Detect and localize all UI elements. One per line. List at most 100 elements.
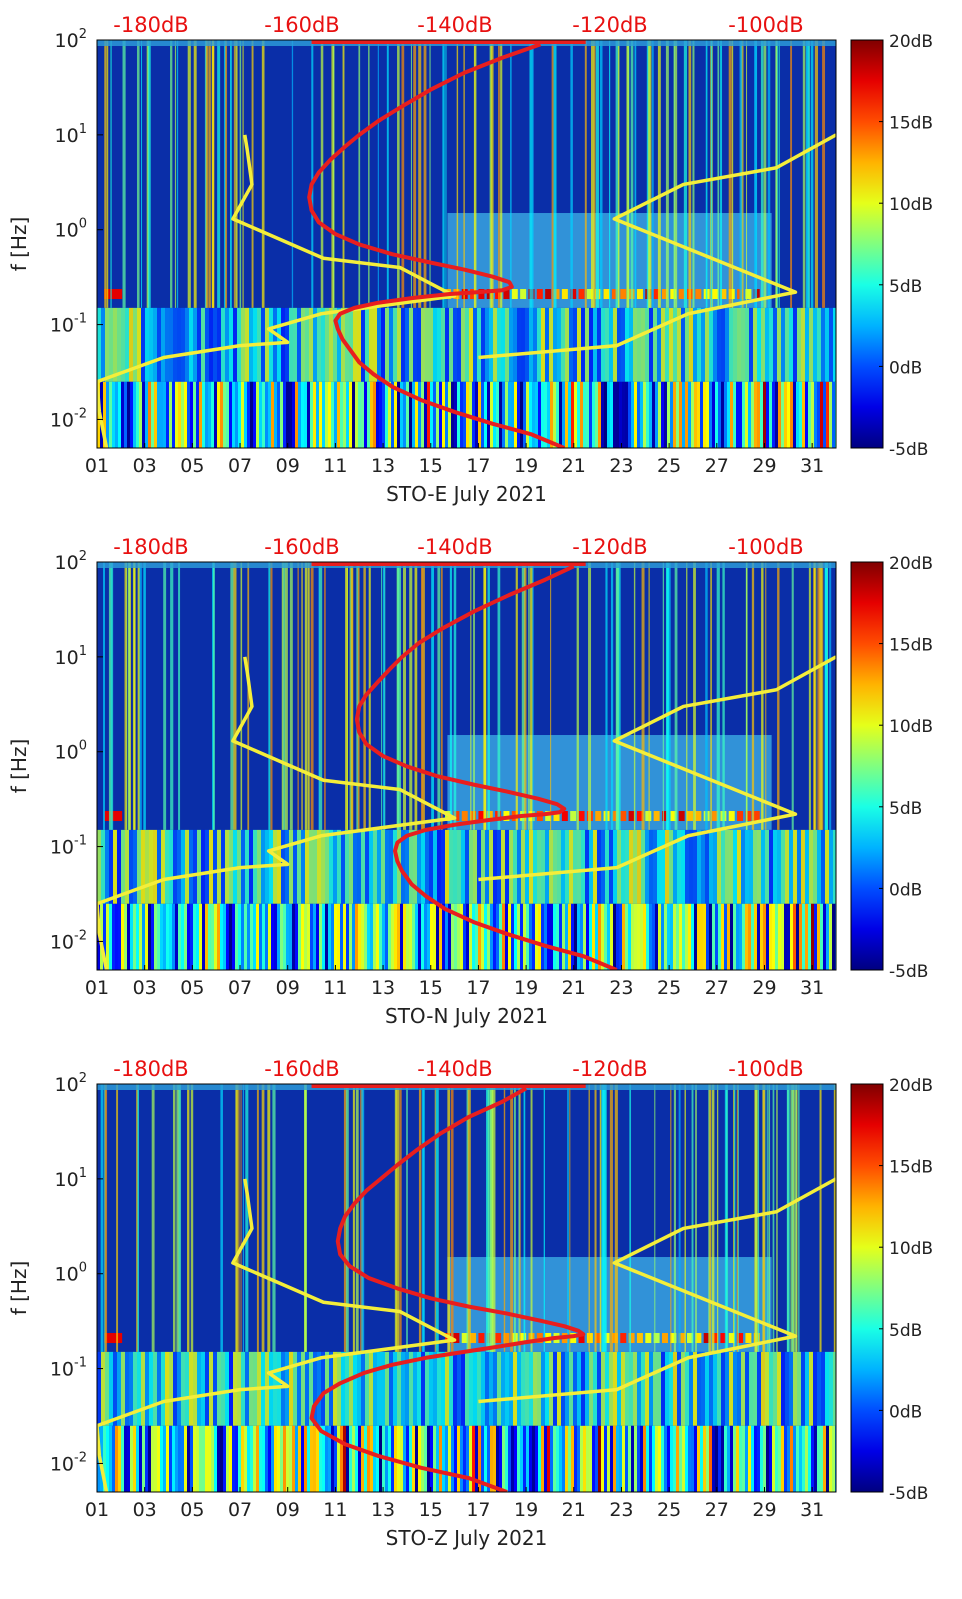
mid-band-cell: [565, 307, 569, 382]
low-band-cell: [601, 381, 604, 448]
microseism-peak-cell: [687, 811, 694, 822]
mid-band-cell: [433, 1351, 437, 1426]
microseism-peak-cell: [478, 811, 485, 822]
mid-band-cell: [469, 307, 473, 382]
streak: [103, 562, 106, 830]
low-band-cell: [307, 903, 310, 970]
mid-band-cell: [625, 1351, 629, 1426]
low-band-cell: [283, 903, 286, 970]
low-band-cell: [436, 1425, 439, 1492]
mid-band-cell: [665, 1351, 669, 1426]
low-band-cell: [235, 903, 238, 970]
mid-band-cell: [465, 829, 469, 904]
mid-band-cell: [197, 829, 201, 904]
mid-band-cell: [301, 307, 305, 382]
low-band-cell: [709, 903, 712, 970]
mid-band-cell: [553, 307, 557, 382]
streak: [356, 562, 359, 830]
mid-band-cell: [689, 1351, 693, 1426]
mid-band-cell: [297, 829, 301, 904]
mid-band-cell: [349, 307, 353, 382]
mid-band-cell: [577, 829, 581, 904]
low-band-cell: [763, 903, 766, 970]
colorbar-label: 0dB: [889, 1402, 922, 1422]
mid-band-cell: [181, 829, 185, 904]
low-band-cell: [505, 1425, 508, 1492]
low-band-cell: [295, 903, 298, 970]
low-band-cell: [583, 1425, 586, 1492]
low-band-cell: [199, 1425, 202, 1492]
mid-band-cell: [793, 1351, 797, 1426]
low-band-cell: [667, 381, 670, 448]
low-band-cell: [211, 1425, 214, 1492]
mid-band-cell: [177, 1351, 181, 1426]
mid-band-cell: [361, 1351, 365, 1426]
x-tick-label: 31: [800, 455, 824, 477]
mid-band-cell: [633, 829, 637, 904]
low-band-cell: [460, 1425, 463, 1492]
low-band-cell: [430, 1425, 433, 1492]
low-band-cell: [772, 1425, 775, 1492]
low-band-cell: [745, 381, 748, 448]
microseism-peak-cell: [687, 1333, 694, 1344]
streak: [383, 562, 386, 830]
mid-band-cell: [153, 307, 157, 382]
low-band-cell: [442, 381, 445, 448]
streak: [678, 1084, 681, 1352]
streak: [550, 562, 552, 830]
low-band-cell: [103, 1425, 106, 1492]
mid-band-cell: [477, 1351, 481, 1426]
low-band-cell: [619, 1425, 622, 1492]
top-axis-db-label: -180dB: [113, 1057, 188, 1081]
streak: [695, 1084, 697, 1352]
mid-band-cell: [465, 307, 469, 382]
streak: [357, 562, 360, 830]
low-band-cell: [694, 381, 697, 448]
streak: [532, 40, 534, 308]
streak: [297, 562, 299, 830]
low-band-cell: [148, 1425, 151, 1492]
low-band-cell: [673, 903, 676, 970]
low-band-cell: [766, 1425, 769, 1492]
low-band-cell: [634, 903, 637, 970]
low-band-cell: [457, 903, 460, 970]
low-band-cell: [256, 903, 259, 970]
x-tick-label: 29: [752, 1499, 776, 1521]
streak: [403, 562, 407, 830]
low-band-cell: [559, 381, 562, 448]
axes-frame: [96, 39, 837, 449]
streak: [693, 562, 696, 830]
streak: [778, 40, 780, 308]
mid-band-cell: [125, 1351, 129, 1426]
mid-band-cell: [809, 829, 813, 904]
streak: [110, 40, 112, 308]
low-band-cell: [442, 1425, 445, 1492]
low-band-cell: [238, 1425, 241, 1492]
low-band-cell: [514, 381, 517, 448]
low-band-cell: [646, 381, 649, 448]
low-band-cell: [112, 903, 115, 970]
low-band-cell: [274, 1425, 277, 1492]
streak: [787, 1084, 789, 1352]
x-tick-label: 27: [705, 455, 729, 477]
low-band-cell: [235, 1425, 238, 1492]
mid-band-cell: [753, 1351, 757, 1426]
y-tick-label: 10-2: [50, 1450, 87, 1475]
low-band-cell: [607, 1425, 610, 1492]
mid-band-cell: [797, 1351, 801, 1426]
mid-band-cell: [705, 307, 709, 382]
low-band-cell: [385, 903, 388, 970]
low-band-cell: [115, 1425, 118, 1492]
mid-band-cell: [409, 829, 413, 904]
mid-band-cell: [189, 1351, 193, 1426]
low-band-cell: [643, 1425, 646, 1492]
colorbar-label: 5dB: [889, 1321, 922, 1341]
colorbar-label: 10dB: [889, 717, 933, 737]
streak: [601, 1084, 605, 1352]
streak: [570, 40, 573, 308]
low-band-cell: [115, 381, 118, 448]
mid-band-cell: [693, 307, 697, 382]
streak: [710, 562, 712, 830]
x-tick-label: 31: [800, 977, 824, 999]
low-band-cell: [409, 903, 412, 970]
